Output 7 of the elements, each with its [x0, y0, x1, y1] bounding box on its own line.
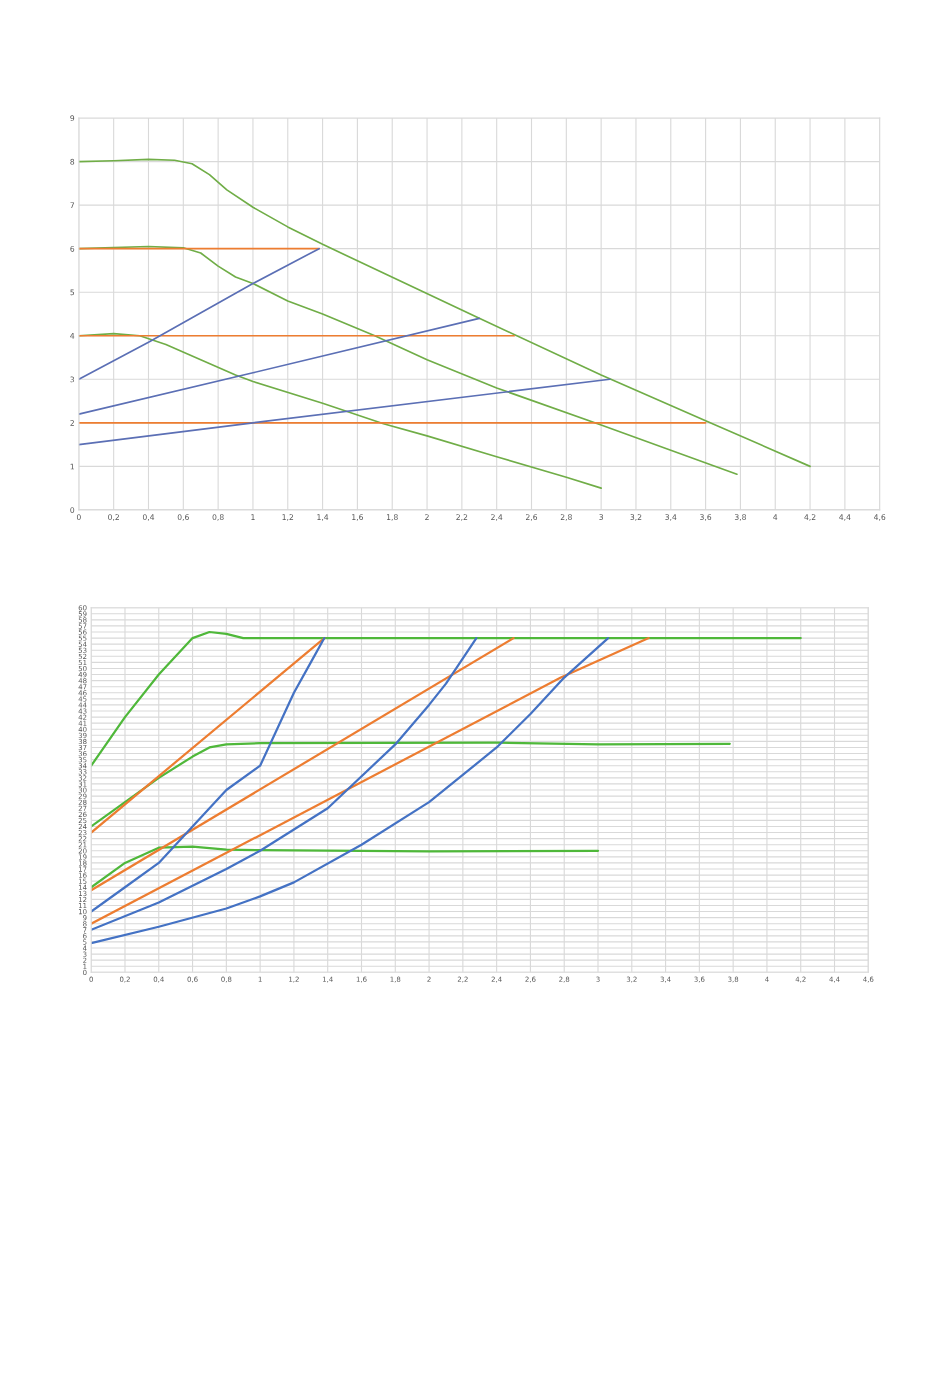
line-series	[91, 845, 600, 889]
line-series	[91, 630, 802, 767]
line-series	[91, 636, 478, 931]
line-series	[78, 247, 320, 381]
line-series	[91, 741, 731, 828]
line-series	[91, 636, 326, 913]
line-series	[78, 158, 811, 468]
